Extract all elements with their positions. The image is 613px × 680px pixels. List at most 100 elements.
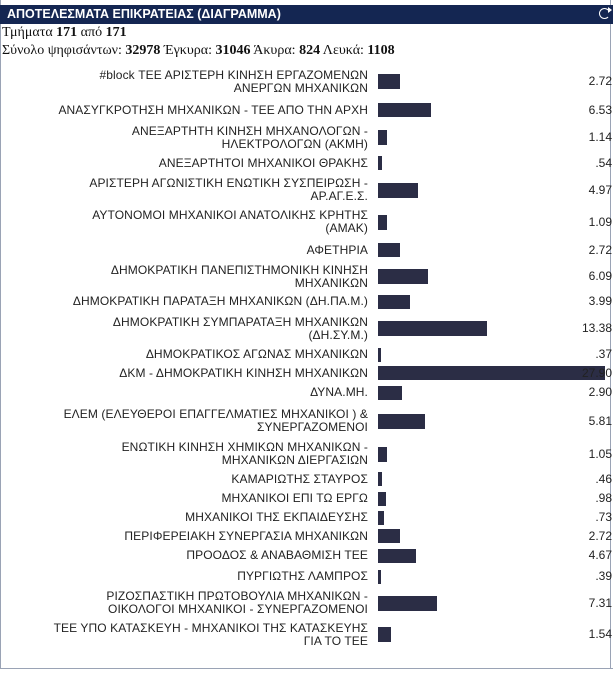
value-bar [378, 492, 386, 506]
value-bar [378, 103, 431, 117]
chart-row: ΑΝΕΞΑΡΤΗΤΗ ΚΙΝΗΣΗ ΜΗΧΑΝΟΛΟΓΩΝ - ΗΛΕΚΤΡΟΛΟ… [0, 123, 613, 152]
chart-row: ΔΗΜΟΚΡΑΤΙΚΗ ΠΑΡΑΤΑΞΗ ΜΗΧΑΝΙΚΩΝ (ΔΗ.ΠΑ.Μ.… [0, 291, 613, 312]
value-bar [378, 321, 487, 336]
valid-label: Έγκυρα: [163, 43, 213, 58]
category-label: ΤΕΕ ΥΠΟ ΚΑΤΑΣΚΕΥΗ - ΜΗΧΑΝΙΚΟΙ ΤΗΣ ΚΑΤΑΣΚ… [0, 622, 368, 648]
category-label-line: (ΑΜΑΚ) [325, 221, 368, 235]
value-label: 4.67 [588, 548, 612, 562]
category-label: ΕΝΩΤΙΚΗ ΚΙΝΗΣΗ ΧΗΜΙΚΩΝ ΜΗΧΑΝΙΚΩΝ - ΜΗΧΑΝΙ… [0, 441, 368, 467]
value-bar [378, 627, 391, 642]
chart-row: ΚΑΜΑΡΙΩΤΗΣ ΣΤΑΥΡΟΣ .46 [0, 469, 613, 489]
chart-row: ΑΝΑΣΥΓΚΡΟΤΗΣΗ ΜΗΧΑΝΙΚΩΝ - ΤΕΕ ΑΠΟ ΤΗΝ ΑΡ… [0, 97, 613, 123]
category-label: ΕΛΕΜ (ΕΛΕΥΘΕΡΟΙ ΕΠΑΓΓΕΛΜΑΤΙΕΣ ΜΗΧΑΝΙΚΟΙ … [0, 408, 368, 434]
panel-bottom-border [0, 668, 613, 669]
category-label: ΑΝΕΞΑΡΤΗΤΟΙ ΜΗΧΑΝΙΚΟΙ ΘΡΑΚΗΣ [0, 157, 368, 170]
category-label-line: ΕΝΩΤΙΚΗ ΚΙΝΗΣΗ ΧΗΜΙΚΩΝ ΜΗΧΑΝΙΚΩΝ - [121, 440, 368, 454]
category-label-line: ΔΗΜΟΚΡΑΤΙΚΗ ΣΥΜΠΑΡΑΤΑΞΗ ΜΗΧΑΝΙΚΩΝ [112, 315, 368, 329]
value-bar [378, 269, 428, 284]
category-label-line: ΔΥΝΑ.ΜΗ. [310, 385, 368, 399]
category-label: ΜΗΧΑΝΙΚΟΙ ΕΠΙ ΤΩ ΕΡΓΩ [0, 492, 368, 505]
panel-title: ΑΠΟΤΕΛΕΣΜΑΤΑ ΕΠΙΚΡΑΤΕΙΑΣ (ΔΙΑΓΡΑΜΜΑ) [7, 7, 281, 21]
category-label-line: ΜΗΧΑΝΙΚΟΙ ΕΠΙ ΤΩ ΕΡΓΩ [221, 491, 368, 505]
category-label-line: ΑΝΑΣΥΓΚΡΟΤΗΣΗ ΜΗΧΑΝΙΚΩΝ - ΤΕΕ ΑΠΟ ΤΗΝ ΑΡ… [58, 103, 368, 117]
value-label: 5.81 [588, 414, 612, 428]
category-label-line: ΠΡΟΟΔΟΣ & ΑΝΑΒΑΘΜΙΣΗ ΤΕΕ [186, 548, 368, 562]
value-bar [378, 366, 605, 380]
category-label-line: ΚΑΜΑΡΙΩΤΗΣ ΣΤΑΥΡΟΣ [231, 472, 368, 486]
sections-of: από [80, 25, 103, 40]
category-label: ΑΝΕΞΑΡΤΗΤΗ ΚΙΝΗΣΗ ΜΗΧΑΝΟΛΟΓΩΝ - ΗΛΕΚΤΡΟΛΟ… [0, 125, 368, 151]
value-bar [378, 243, 400, 257]
category-label-line: ΔΗΜΟΚΡΑΤΙΚΗ ΠΑΝΕΠΙΣΤΗΜΟΝΙΚΗ ΚΙΝΗΣΗ [110, 263, 368, 277]
voters-value: 32978 [125, 43, 161, 58]
chart-row: ΔΗΜΟΚΡΑΤΙΚΗ ΣΥΜΠΑΡΑΤΑΞΗ ΜΗΧΑΝΙΚΩΝ (ΔΗ.ΣΥ.… [0, 312, 613, 345]
value-label: .54 [595, 156, 612, 170]
category-label-line: ΜΗΧΑΝΙΚΩΝ [294, 276, 368, 290]
value-bar [378, 295, 410, 309]
category-label-line: ΑΡ.ΑΓ.Ε.Σ. [310, 189, 368, 203]
invalid-label: Άκυρα: [253, 43, 296, 58]
category-label-line: ΜΗΧΑΝΙΚΟΙ ΤΗΣ ΕΚΠΑΙΔΕΥΣΗΣ [185, 510, 368, 524]
category-label-line: ΗΛΕΚΤΡΟΛΟΓΩΝ (ΑΚΜΗ) [221, 137, 368, 151]
value-label: 4.97 [588, 183, 612, 197]
category-label: ΚΑΜΑΡΙΩΤΗΣ ΣΤΑΥΡΟΣ [0, 473, 368, 486]
value-label: 6.53 [588, 103, 612, 117]
category-label-line: ΑΥΤΟΝΟΜΟΙ ΜΗΧΑΝΙΚΟΙ ΑΝΑΤΟΛΙΚΗΣ ΚΡΗΤΗΣ [92, 208, 368, 222]
sections-total: 171 [105, 25, 127, 40]
category-label-line: ΑΝΕΞΑΡΤΗΤΟΙ ΜΗΧΑΝΙΚΟΙ ΘΡΑΚΗΣ [158, 156, 368, 170]
value-label: .46 [595, 472, 612, 486]
category-label: ΑΦΕΤΗΡΙΑ [0, 244, 368, 257]
category-label-line: ΜΗΧΑΝΙΚΩΝ ΔΙΕΡΓΑΣΙΩΝ [221, 453, 368, 467]
chart-row: ΔΗΜΟΚΡΑΤΙΚΗ ΠΑΝΕΠΙΣΤΗΜΟΝΙΚΗ ΚΙΝΗΣΗ ΜΗΧΑΝΙ… [0, 262, 613, 291]
voters-label: Σύνολο ψηφισάντων: [2, 43, 122, 58]
value-bar [378, 386, 402, 400]
category-label: ΑΡΙΣΤΕΡΗ ΑΓΩΝΙΣΤΙΚΗ ΕΝΩΤΙΚΗ ΣΥΣΠΕΙΡΩΣΗ -… [0, 177, 368, 203]
vote-totals: Σύνολο ψηφισάντων: 32978 Έγκυρα: 31046 Ά… [2, 43, 395, 59]
category-label-line: ΔΗΜΟΚΡΑΤΙΚΟΣ ΑΓΩΝΑΣ ΜΗΧΑΝΙΚΩΝ [145, 347, 368, 361]
category-label-line: ΣΥΝΕΡΓΑΖΟΜΕΝΟΙ [256, 420, 368, 434]
category-label: ΠΡΟΟΔΟΣ & ΑΝΑΒΑΘΜΙΣΗ ΤΕΕ [0, 549, 368, 562]
category-label-line: ΑΡΙΣΤΕΡΗ ΑΓΩΝΙΣΤΙΚΗ ΕΝΩΤΙΚΗ ΣΥΣΠΕΙΡΩΣΗ - [89, 176, 368, 190]
category-label: ΑΥΤΟΝΟΜΟΙ ΜΗΧΑΝΙΚΟΙ ΑΝΑΤΟΛΙΚΗΣ ΚΡΗΤΗΣ (ΑΜ… [0, 209, 368, 235]
chart-row: ΑΦΕΤΗΡΙΑ 2.72 [0, 238, 613, 262]
category-label-line: ΑΦΕΤΗΡΙΑ [306, 243, 368, 257]
value-bar [378, 511, 384, 525]
value-label: 1.14 [588, 130, 612, 144]
chart-row: ΜΗΧΑΝΙΚΟΙ ΤΗΣ ΕΚΠΑΙΔΕΥΣΗΣ .73 [0, 508, 613, 527]
category-label-line: #block ΤΕΕ ΑΡΙΣΤΕΡΗ ΚΙΝΗΣΗ ΕΡΓΑΖΟΜΕΝΩΝ [99, 68, 368, 82]
category-label-line: ΤΕΕ ΥΠΟ ΚΑΤΑΣΚΕΥΗ - ΜΗΧΑΝΙΚΟΙ ΤΗΣ ΚΑΤΑΣΚ… [53, 621, 368, 635]
sections-counter: Τμήματα 171 από 171 [2, 25, 127, 41]
value-label: 1.54 [588, 627, 612, 641]
category-label: ΔΚΜ - ΔΗΜΟΚΡΑΤΙΚΗ ΚΙΝΗΣΗ ΜΗΧΑΝΙΚΩΝ [0, 367, 368, 380]
sections-counted: 171 [56, 25, 78, 40]
chart-row: ΜΗΧΑΝΙΚΟΙ ΕΠΙ ΤΩ ΕΡΓΩ .98 [0, 489, 613, 508]
category-label-line: ΟΙΚΟΛΟΓΟΙ ΜΗΧΑΝΙΚΟΙ - ΣΥΝΕΡΓΑΖΟΜΕΝΟΙ [108, 602, 368, 616]
value-bar [378, 472, 382, 486]
category-label: ΔΗΜΟΚΡΑΤΙΚΟΣ ΑΓΩΝΑΣ ΜΗΧΑΝΙΚΩΝ [0, 348, 368, 361]
sections-label: Τμήματα [2, 25, 53, 40]
category-label: ΠΕΡΙΦΕΡΕΙΑΚΗ ΣΥΝΕΡΓΑΣΙΑ ΜΗΧΑΝΙΚΩΝ [0, 530, 368, 543]
refresh-icon[interactable] [599, 7, 612, 19]
chart-row: ΕΛΕΜ (ΕΛΕΥΘΕΡΟΙ ΕΠΑΓΓΕΛΜΑΤΙΕΣ ΜΗΧΑΝΙΚΟΙ … [0, 403, 613, 439]
category-label-line: ΑΝΕΡΓΩΝ ΜΗΧΑΝΙΚΩΝ [233, 81, 368, 95]
category-label: ΑΝΑΣΥΓΚΡΟΤΗΣΗ ΜΗΧΑΝΙΚΩΝ - ΤΕΕ ΑΠΟ ΤΗΝ ΑΡ… [0, 104, 368, 117]
value-label: 6.09 [588, 269, 612, 283]
chart-row: ΡΙΖΟΣΠΑΣΤΙΚΗ ΠΡΩΤΟΒΟΥΛΙΑ ΜΗΧΑΝΙΚΩΝ - ΟΙΚΟ… [0, 587, 613, 619]
value-label: .73 [595, 510, 612, 524]
value-label: 2.90 [588, 385, 612, 399]
chart-row: ΔΥΝΑ.ΜΗ. 2.90 [0, 382, 613, 403]
value-label: 2.72 [588, 529, 612, 543]
category-label-line: ΓΙΑ ΤΟ ΤΕΕ [303, 634, 368, 648]
value-label: 13.38 [581, 321, 612, 335]
value-label: .39 [595, 569, 612, 583]
value-label: .37 [595, 347, 612, 361]
value-bar [378, 529, 400, 543]
value-bar [378, 447, 387, 462]
blank-label: Λευκά: [322, 43, 364, 58]
value-bar [378, 183, 418, 198]
chart-row: ΔΚΜ - ΔΗΜΟΚΡΑΤΙΚΗ ΚΙΝΗΣΗ ΜΗΧΑΝΙΚΩΝ 27.90 [0, 364, 613, 382]
category-label-line: ΠΥΡΓΙΩΤΗΣ ΛΑΜΠΡΟΣ [237, 569, 368, 583]
category-label: #block ΤΕΕ ΑΡΙΣΤΕΡΗ ΚΙΝΗΣΗ ΕΡΓΑΖΟΜΕΝΩΝ ΑΝ… [0, 69, 368, 95]
category-label: ΠΥΡΓΙΩΤΗΣ ΛΑΜΠΡΟΣ [0, 570, 368, 583]
value-bar [378, 414, 425, 429]
